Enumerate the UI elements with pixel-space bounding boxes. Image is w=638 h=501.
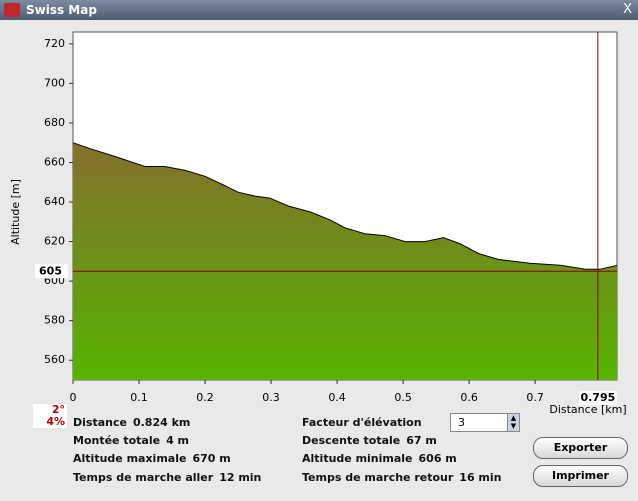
y-tick-label: 620 xyxy=(44,235,65,248)
elevation-factor-select[interactable]: 3 ▲ ▼ xyxy=(450,413,520,432)
x-tick-label: 0.4 xyxy=(328,391,346,404)
select-value: 3 xyxy=(458,416,465,429)
select-arrows[interactable]: ▲ ▼ xyxy=(507,414,519,431)
print-button[interactable]: Imprimer xyxy=(533,465,628,487)
app-icon xyxy=(4,3,20,17)
y-tick-label: 700 xyxy=(44,76,65,89)
cursor-x-label: 0.795 xyxy=(580,391,615,404)
cursor-y-label: 605 xyxy=(39,264,62,277)
x-tick-label: 0.2 xyxy=(196,391,214,404)
y-axis-label: Altitude [m] xyxy=(9,179,22,245)
slope-degrees: 2° xyxy=(33,404,67,416)
y-tick-label: 640 xyxy=(44,195,65,208)
info-ascent: Montée totale 4 m xyxy=(73,434,189,447)
info-min-alt: Altitude minimale 606 m xyxy=(302,452,457,465)
title-bar: Swiss Map X xyxy=(0,0,638,20)
info-time-out: Temps de marche aller 12 min xyxy=(73,471,261,484)
info-distance: Distance 0.824 km xyxy=(73,416,190,429)
cursor-y-box xyxy=(35,264,68,279)
info-value: 12 min xyxy=(219,471,262,484)
info-label: Altitude maximale xyxy=(73,452,187,465)
y-tick-label: 580 xyxy=(44,314,65,327)
info-value: 670 m xyxy=(192,452,231,465)
elevation-chart: Altitude [m] 560580600620640660680700720… xyxy=(9,31,627,416)
close-button[interactable]: X xyxy=(623,2,632,17)
info-descent: Descente totale 67 m xyxy=(302,434,437,447)
info-label: Distance xyxy=(73,416,127,429)
cursor-x-box xyxy=(578,391,617,405)
info-label: Temps de marche retour xyxy=(302,471,454,484)
y-tick-label: 680 xyxy=(44,116,65,129)
info-value: 0.824 km xyxy=(132,416,191,429)
export-button[interactable]: Exporter xyxy=(533,437,628,459)
area-fill xyxy=(73,142,617,380)
x-tick-label: 0.1 xyxy=(130,391,148,404)
info-value: 16 min xyxy=(459,471,502,484)
info-label: Descente totale xyxy=(302,434,401,447)
window-title: Swiss Map xyxy=(26,3,97,17)
y-tick-label: 660 xyxy=(44,156,65,169)
x-tick-label: 0.6 xyxy=(460,391,478,404)
info-max-alt: Altitude maximale 670 m xyxy=(73,452,231,465)
info-label: Montée totale xyxy=(73,434,161,447)
profile-line xyxy=(72,142,618,270)
x-axis-label: Distance [km] xyxy=(549,403,626,416)
info-label: Altitude minimale xyxy=(302,452,413,465)
elevation-factor-label: Facteur d'élévation xyxy=(302,416,422,429)
slope-percent: 4% xyxy=(33,416,67,428)
x-tick-label: 0.7 xyxy=(526,391,544,404)
y-tick-label: 720 xyxy=(44,37,65,50)
info-value: 4 m xyxy=(166,434,190,447)
x-tick-label: 0.5 xyxy=(394,391,412,404)
info-value: 67 m xyxy=(406,434,437,447)
x-tick-label: 0 xyxy=(70,391,77,404)
info-label: Temps de marche aller xyxy=(73,471,214,484)
x-tick-label: 0.3 xyxy=(262,391,280,404)
info-time-back: Temps de marche retour 16 min xyxy=(302,471,502,484)
y-tick-label: 560 xyxy=(44,353,65,366)
info-value: 606 m xyxy=(418,452,457,465)
